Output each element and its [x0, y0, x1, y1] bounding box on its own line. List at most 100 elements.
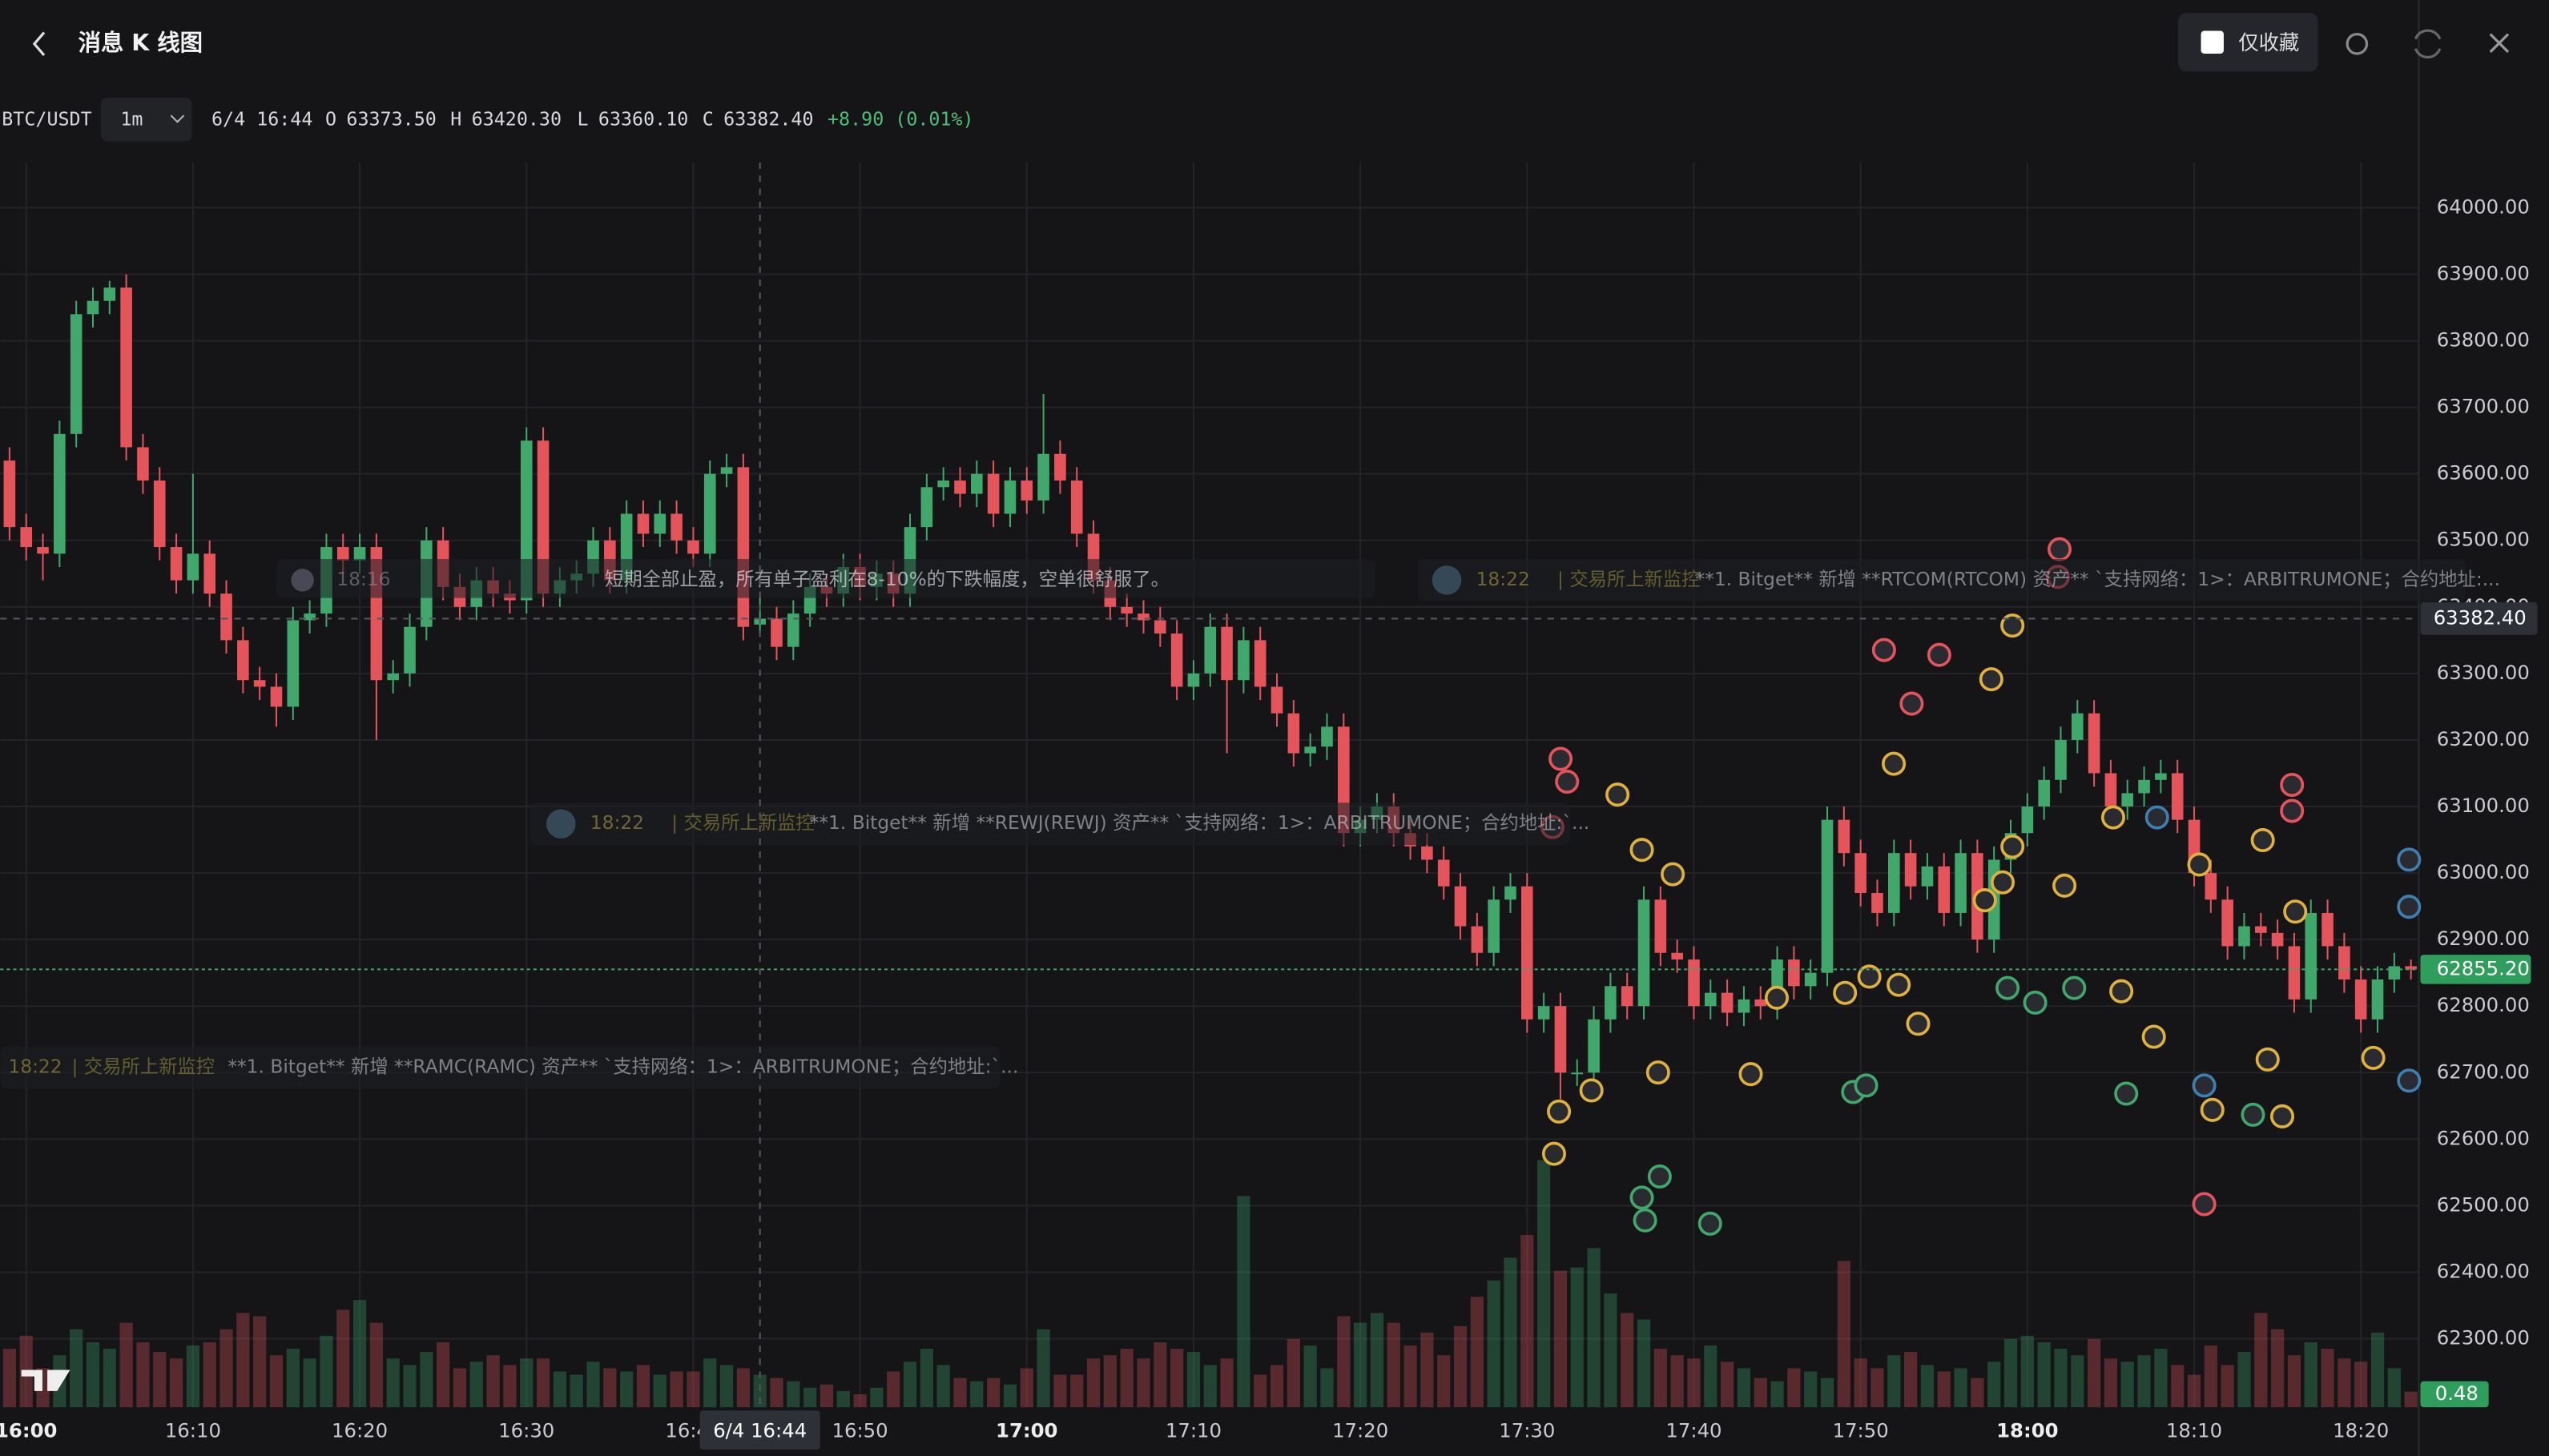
- news-marker[interactable]: [1661, 862, 1685, 887]
- news-marker[interactable]: [1541, 1141, 1567, 1166]
- news-marker[interactable]: [2192, 1073, 2217, 1098]
- volume-bar: [887, 1371, 900, 1408]
- news-marker[interactable]: [1990, 870, 2015, 895]
- news-marker[interactable]: [1548, 746, 1573, 771]
- volume-bar: [2287, 1355, 2301, 1408]
- news-marker[interactable]: [1629, 1185, 1654, 1210]
- news-marker[interactable]: [2192, 1192, 2217, 1217]
- news-marker[interactable]: [2280, 798, 2305, 823]
- news-marker[interactable]: [1697, 1211, 1722, 1236]
- news-marker[interactable]: [1738, 1062, 1763, 1087]
- news-marker[interactable]: [2241, 1102, 2265, 1127]
- candle-body: [1738, 999, 1750, 1013]
- candle-body: [2321, 912, 2334, 947]
- candle-body: [2238, 926, 2250, 947]
- candle-body: [1121, 606, 1133, 614]
- news-marker[interactable]: [1979, 667, 2003, 692]
- close-button[interactable]: [2489, 33, 2510, 54]
- news-marker[interactable]: [1972, 888, 1997, 913]
- candle-body: [654, 513, 666, 534]
- news-marker[interactable]: [1629, 838, 1654, 863]
- news-marker[interactable]: [2283, 899, 2308, 924]
- news-marker[interactable]: [2269, 1104, 2295, 1128]
- candle-body: [2171, 773, 2184, 820]
- news-marker[interactable]: [2187, 852, 2212, 877]
- volume-bar: [970, 1381, 984, 1408]
- news-marker[interactable]: [2062, 975, 2087, 1000]
- news-marker[interactable]: [2114, 1081, 2139, 1106]
- volume-bar: [1787, 1368, 1801, 1408]
- news-text: **1. Bitget** 新增 **REWJ(REWJ) 资产** `支持网络…: [810, 811, 1590, 834]
- news-marker[interactable]: [1579, 1078, 1604, 1103]
- candle-body: [1187, 673, 1200, 687]
- candle-body: [1688, 959, 1700, 1007]
- news-marker[interactable]: [2200, 1097, 2225, 1122]
- candle-body: [1070, 480, 1083, 534]
- news-marker[interactable]: [1882, 751, 1907, 776]
- favorites-label: 仅收藏: [2238, 30, 2299, 54]
- volume-bar: [553, 1371, 566, 1408]
- volume-bar: [1020, 1368, 1033, 1408]
- news-marker[interactable]: [1899, 691, 1924, 716]
- news-marker[interactable]: [2141, 1024, 2166, 1049]
- news-marker[interactable]: [2397, 847, 2422, 872]
- volume-bar: [1587, 1248, 1601, 1408]
- news-marker[interactable]: [2397, 1068, 2422, 1093]
- candle-body: [2354, 979, 2367, 1020]
- candle-body: [37, 547, 49, 554]
- news-marker[interactable]: [2255, 1047, 2280, 1072]
- news-marker[interactable]: [1871, 638, 1896, 662]
- news-marker[interactable]: [1645, 1060, 1670, 1085]
- candle-body: [137, 447, 149, 481]
- news-marker[interactable]: [2144, 805, 2169, 830]
- news-source: | 交易所上新监控: [671, 811, 815, 834]
- candle-body: [1621, 986, 1633, 1007]
- news-marker[interactable]: [1833, 980, 1858, 1005]
- news-marker[interactable]: [1906, 1012, 1931, 1036]
- news-marker[interactable]: [2000, 613, 2025, 638]
- news-marker[interactable]: [2023, 990, 2048, 1015]
- candle-body: [1138, 613, 1150, 621]
- candle-body: [1654, 899, 1667, 953]
- x-tick-label: 18:10: [2166, 1419, 2222, 1442]
- news-marker[interactable]: [2361, 1045, 2386, 1070]
- news-marker[interactable]: [2280, 773, 2305, 798]
- news-marker[interactable]: [1927, 642, 1951, 667]
- news-marker[interactable]: [2100, 805, 2125, 830]
- interval-select[interactable]: [101, 97, 192, 142]
- news-marker[interactable]: [1605, 782, 1630, 807]
- news-marker[interactable]: [1547, 1099, 1572, 1124]
- news-marker[interactable]: [2048, 537, 2072, 561]
- volume-bar: [203, 1341, 216, 1408]
- news-marker[interactable]: [2250, 827, 2275, 853]
- volume-bar: [1137, 1358, 1150, 1408]
- news-marker[interactable]: [1647, 1164, 1672, 1189]
- volume-bar: [2187, 1374, 2201, 1408]
- news-marker[interactable]: [1857, 964, 1882, 989]
- news-marker[interactable]: [2052, 873, 2077, 898]
- settings-button[interactable]: [2346, 32, 2369, 55]
- back-button[interactable]: [32, 31, 46, 57]
- volume-bar: [1520, 1235, 1534, 1408]
- refresh-button[interactable]: [2414, 29, 2442, 59]
- news-marker[interactable]: [1633, 1208, 1657, 1233]
- volume-bar: [269, 1355, 284, 1408]
- news-marker[interactable]: [1854, 1073, 1879, 1098]
- news-marker[interactable]: [2000, 835, 2025, 859]
- volume-bar: [1754, 1378, 1767, 1408]
- news-marker[interactable]: [1764, 985, 1789, 1010]
- favorites-toggle[interactable]: [2178, 13, 2318, 72]
- news-marker[interactable]: [1995, 975, 2020, 1000]
- candle-body: [2071, 713, 2084, 740]
- volume-bar: [1887, 1355, 1901, 1408]
- volume-bar: [636, 1365, 650, 1408]
- volume-bar: [1086, 1358, 1101, 1408]
- news-marker[interactable]: [2109, 979, 2134, 1004]
- news-marker[interactable]: [1555, 769, 1580, 794]
- volume-bar: [1920, 1365, 1935, 1408]
- volume-bar: [1570, 1267, 1584, 1408]
- news-marker[interactable]: [1887, 972, 1911, 997]
- checkbox[interactable]: [2201, 30, 2224, 54]
- low: 63360.10: [598, 108, 688, 131]
- news-marker[interactable]: [2397, 895, 2422, 919]
